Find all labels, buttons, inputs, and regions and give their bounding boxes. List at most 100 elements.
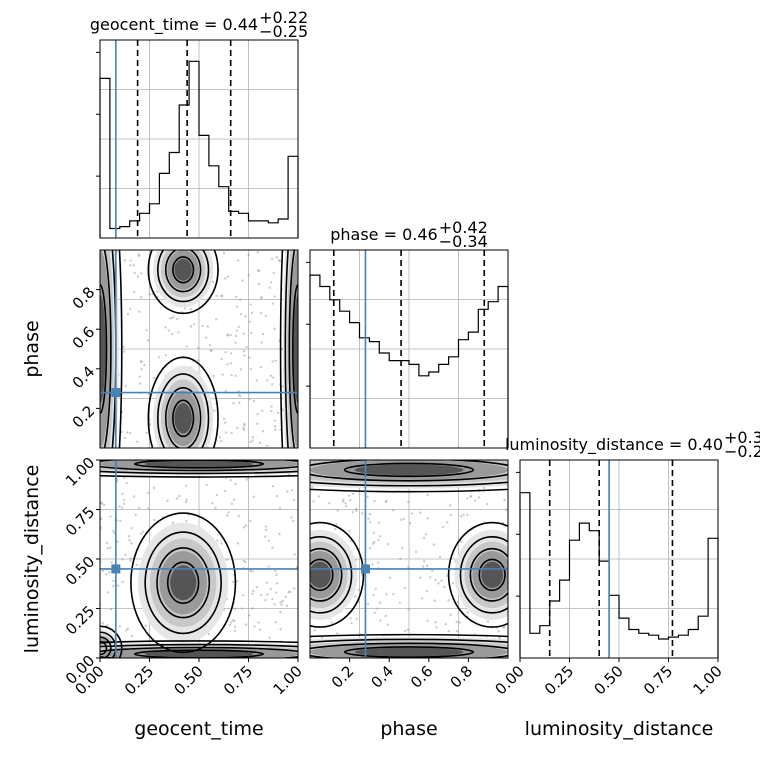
sample-point [110,560,113,564]
x-tick-label: 0.25 [121,662,157,698]
hist-bin [189,61,199,238]
sample-point [421,565,425,568]
sample-point [226,363,229,366]
sample-point [446,521,449,524]
sample-point [327,502,331,505]
sample-point [449,513,452,517]
sample-point [175,317,179,320]
hist-bin [350,323,360,448]
hist-bin [619,618,629,658]
sample-point [264,525,268,528]
sample-point [248,320,252,323]
sample-point [403,586,407,590]
contour [459,536,508,614]
sample-point [232,580,235,584]
sample-point [371,542,375,545]
sample-point [320,636,324,639]
sample-point [420,597,424,600]
sample-point [233,625,237,628]
sample-point [391,509,395,512]
hist-bin [449,357,459,448]
sample-point [280,603,283,607]
sample-point [153,518,156,522]
sample-point [106,624,109,627]
contour [147,250,219,315]
sample-point [258,269,261,272]
hist-bin [120,227,130,238]
sample-point [429,576,432,579]
sample-point [231,619,235,622]
sample-point [201,324,204,328]
sample-point [236,542,240,545]
sample-point [361,512,364,515]
sample-point [229,621,233,624]
sample-point [250,311,254,315]
panel-title-luminosity_distance: luminosity_distance = 0.40+0.37−0.25 [505,428,760,461]
sample-point [244,623,248,626]
sample-point [132,495,136,498]
hist-bin [268,223,278,238]
sample-point [104,573,108,576]
sample-point [230,374,233,377]
sample-point [271,546,274,549]
sample-point [354,595,357,598]
sample-point [256,422,259,425]
sample-point [280,347,284,351]
sample-point [189,325,193,328]
sample-point [264,314,267,317]
contour [100,640,298,644]
contour [310,521,365,628]
hist-bin [320,287,330,449]
sample-point [249,440,252,444]
sample-point [272,271,275,275]
sample-point [271,376,275,379]
sample-point [242,559,246,563]
x-axis-label-luminosity_distance: luminosity_distance [525,718,714,740]
sample-point [486,502,489,506]
sample-point [373,541,376,544]
sample-point [235,329,238,332]
sample-point [211,280,215,284]
sample-point [112,584,115,588]
contour [100,460,298,472]
sample-point [275,582,279,585]
x-tick-label: 0.50 [590,662,626,698]
hist-bin [278,219,288,238]
sample-point [378,601,382,604]
sample-point [234,341,237,344]
sample-point [157,356,161,359]
sample-point [459,540,463,543]
contour [118,250,123,448]
sample-point [121,558,124,561]
sample-point [372,531,376,535]
sample-point [127,535,131,538]
sample-point [185,345,188,348]
sample-point [220,542,223,545]
contour [100,474,298,478]
sample-point [270,405,273,408]
sample-point [434,578,437,582]
hist-bin [609,595,619,658]
sample-point [267,539,271,542]
sample-point [138,375,141,378]
sample-point [234,607,237,611]
sample-point [100,517,103,520]
sample-point [125,628,128,632]
sample-point [234,334,238,338]
y-tick-label: 0.25 [62,602,98,638]
hist-bin [550,601,560,658]
sample-point [407,500,410,504]
sample-point [426,493,429,497]
sample-point [228,623,232,627]
sample-point [373,499,376,503]
sample-point [223,489,227,493]
sample-point [220,294,223,298]
sample-point [204,336,208,339]
sample-point [112,579,115,583]
sample-point [455,629,459,633]
hist-bin [310,275,320,448]
sample-point [135,563,138,567]
sample-point [116,584,120,587]
sample-point [336,509,339,512]
